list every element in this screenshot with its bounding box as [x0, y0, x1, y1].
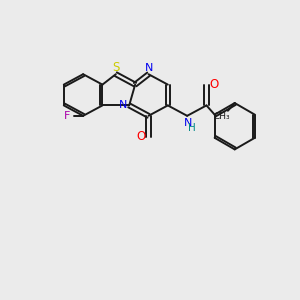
Text: S: S — [113, 61, 120, 74]
Text: O: O — [136, 130, 146, 143]
Text: N: N — [118, 100, 127, 110]
Text: O: O — [210, 77, 219, 91]
Text: N: N — [184, 118, 192, 128]
Text: CH₃: CH₃ — [213, 112, 230, 121]
Text: F: F — [64, 111, 70, 121]
Text: H: H — [188, 123, 196, 133]
Text: N: N — [145, 63, 153, 73]
